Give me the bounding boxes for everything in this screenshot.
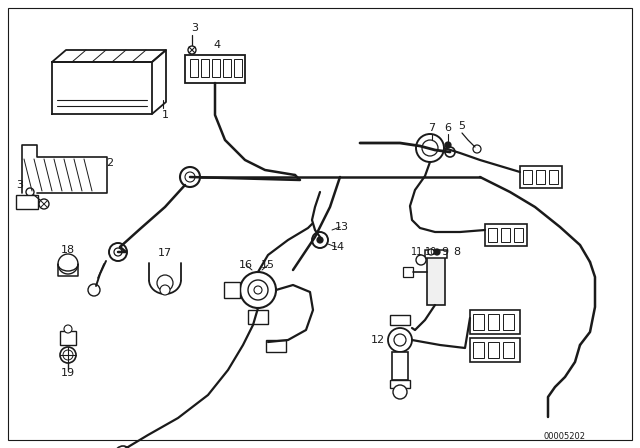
Text: 7: 7	[428, 123, 436, 133]
Text: 16: 16	[239, 260, 253, 270]
Bar	[503, 342, 514, 358]
Text: 11: 11	[411, 247, 423, 257]
Bar	[403, 267, 413, 277]
Circle shape	[185, 172, 195, 182]
Circle shape	[64, 325, 72, 333]
Bar	[392, 352, 408, 380]
Circle shape	[188, 46, 196, 54]
Text: 3: 3	[17, 180, 24, 190]
Circle shape	[109, 243, 127, 261]
Bar	[503, 314, 514, 330]
Bar	[473, 342, 484, 358]
Text: 4: 4	[213, 40, 221, 50]
Text: 1: 1	[161, 110, 168, 120]
Circle shape	[473, 145, 481, 153]
Bar	[427, 255, 445, 305]
Bar	[223, 59, 231, 77]
Bar	[201, 59, 209, 77]
Text: 9: 9	[442, 247, 449, 257]
Text: 3: 3	[191, 23, 198, 33]
Text: 17: 17	[158, 248, 172, 258]
Circle shape	[393, 385, 407, 399]
Bar	[190, 59, 198, 77]
Circle shape	[114, 248, 122, 256]
Bar	[485, 224, 527, 246]
Text: 6: 6	[445, 123, 451, 133]
Circle shape	[254, 286, 262, 294]
Bar	[266, 340, 286, 352]
Circle shape	[317, 237, 323, 243]
Circle shape	[248, 280, 268, 300]
Bar	[185, 55, 245, 83]
Text: 15: 15	[261, 260, 275, 270]
Circle shape	[422, 140, 438, 156]
Text: 8: 8	[453, 247, 461, 257]
Bar	[549, 170, 558, 184]
Circle shape	[88, 284, 100, 296]
Bar	[60, 331, 76, 345]
Bar	[390, 380, 410, 388]
Bar	[16, 195, 38, 209]
Circle shape	[416, 255, 426, 265]
Text: 12: 12	[371, 335, 385, 345]
Bar	[248, 310, 268, 324]
Bar	[470, 310, 520, 334]
Circle shape	[26, 188, 34, 196]
Circle shape	[240, 272, 276, 308]
Circle shape	[180, 167, 200, 187]
Text: 14: 14	[331, 242, 345, 252]
Circle shape	[445, 147, 455, 157]
Bar	[514, 228, 523, 242]
Circle shape	[428, 249, 434, 255]
Bar	[425, 250, 447, 258]
Bar	[523, 170, 532, 184]
Circle shape	[160, 285, 170, 295]
Circle shape	[115, 446, 131, 448]
Circle shape	[434, 249, 440, 255]
Circle shape	[58, 254, 78, 274]
Circle shape	[63, 350, 73, 360]
Circle shape	[39, 199, 49, 209]
Bar	[488, 342, 499, 358]
Text: 2: 2	[106, 158, 113, 168]
Bar	[536, 170, 545, 184]
Text: 10: 10	[425, 247, 437, 257]
Text: 5: 5	[458, 121, 465, 131]
Text: 13: 13	[335, 222, 349, 232]
Circle shape	[416, 134, 444, 162]
Text: 00005202: 00005202	[543, 431, 585, 440]
Circle shape	[157, 275, 173, 291]
Bar	[501, 228, 510, 242]
Circle shape	[312, 232, 328, 248]
Bar	[470, 338, 520, 362]
Bar	[520, 166, 562, 188]
Bar	[224, 282, 240, 298]
Circle shape	[388, 328, 412, 352]
Bar	[473, 314, 484, 330]
Circle shape	[394, 334, 406, 346]
Bar	[234, 59, 242, 77]
Bar	[488, 228, 497, 242]
Text: 18: 18	[61, 245, 75, 255]
Text: 19: 19	[61, 368, 75, 378]
Bar	[488, 314, 499, 330]
Bar	[390, 315, 410, 325]
Circle shape	[445, 142, 451, 148]
Circle shape	[60, 347, 76, 363]
Bar	[212, 59, 220, 77]
